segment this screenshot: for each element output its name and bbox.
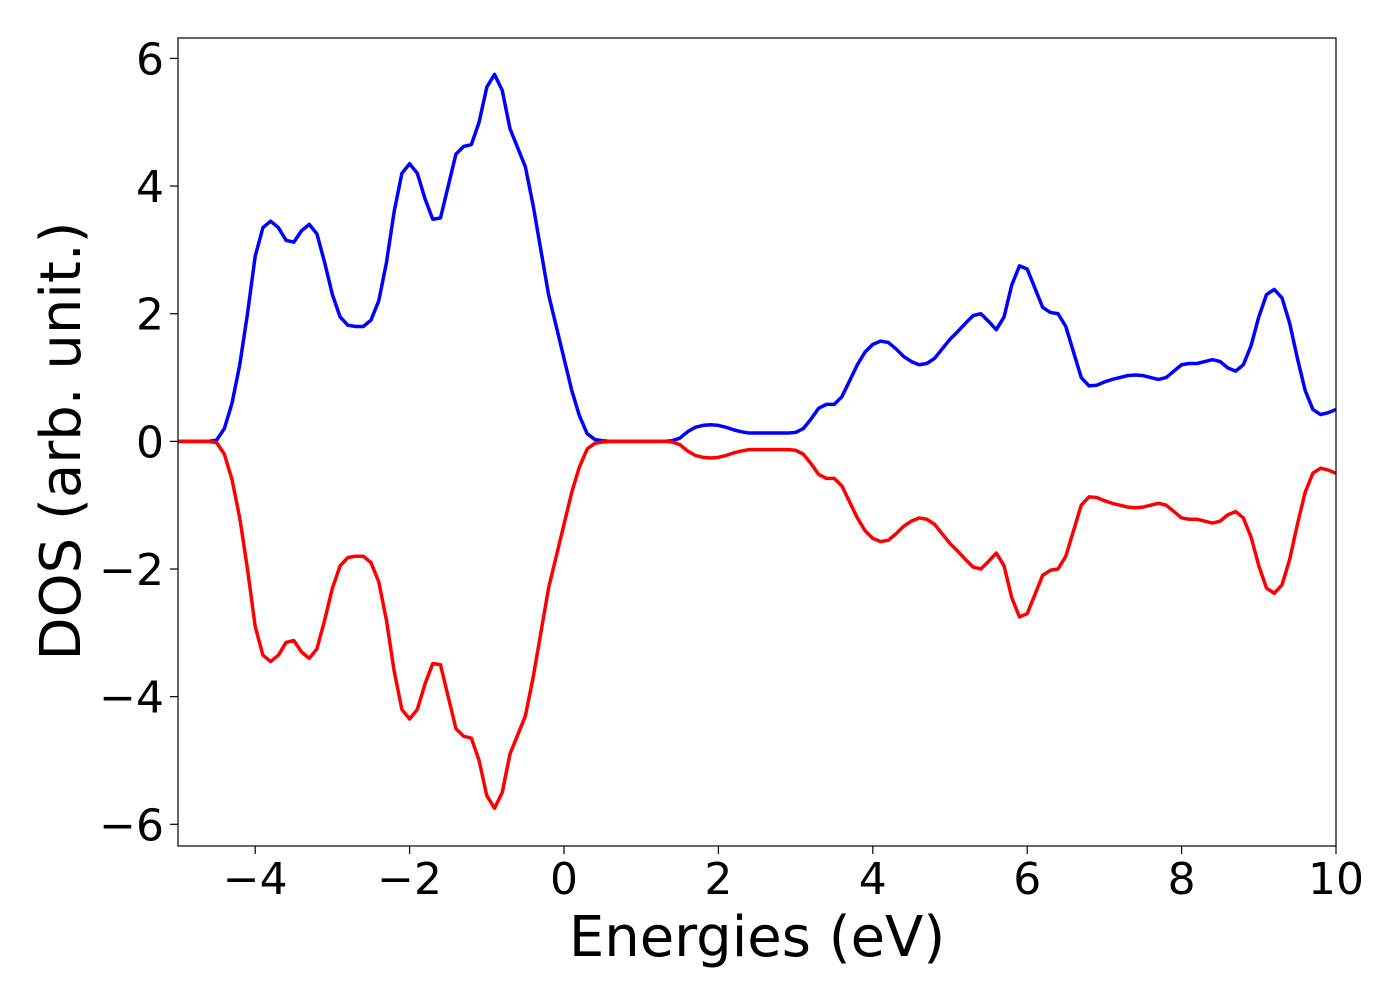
- x-tick-label: 6: [1013, 854, 1041, 905]
- series-line: [178, 72, 1336, 444]
- y-tick-label: −4: [99, 673, 164, 724]
- x-tick-label: 10: [1308, 854, 1364, 905]
- x-tick-label: −2: [377, 854, 442, 905]
- y-tick-label: −6: [99, 800, 164, 851]
- y-tick-label: 4: [136, 162, 164, 213]
- y-tick-label: 2: [136, 290, 164, 341]
- y-axis-title: DOS (arb. unit.): [29, 221, 94, 660]
- x-tick-label: 8: [1168, 854, 1196, 905]
- series-line: [178, 439, 1336, 811]
- y-tick-label: 6: [136, 34, 164, 85]
- x-tick-label: 0: [550, 854, 578, 905]
- x-tick-label: 4: [859, 854, 887, 905]
- y-tick-label: 0: [136, 417, 164, 468]
- y-tick-label: −2: [99, 545, 164, 596]
- x-tick-label: 2: [704, 854, 732, 905]
- plot-frame: [177, 37, 1337, 847]
- x-tick-label: −4: [223, 854, 288, 905]
- x-axis-title: Energies (eV): [569, 905, 945, 970]
